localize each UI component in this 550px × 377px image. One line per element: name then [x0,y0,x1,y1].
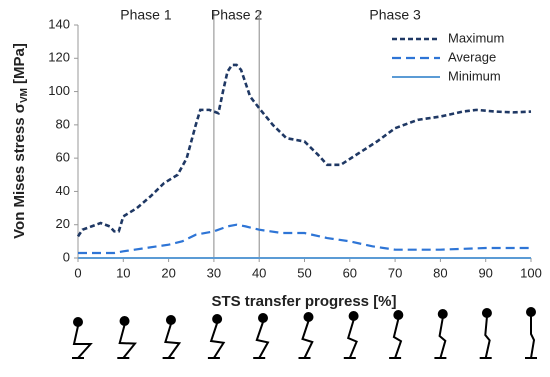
stick-head [258,313,269,323]
stick-body [72,325,93,359]
series-line [78,223,531,255]
legend-label: Minimum [448,68,501,83]
stick-body [255,321,270,359]
x-tick-label: 70 [388,265,402,280]
stick-head [73,317,83,327]
x-tick-label: 20 [161,265,175,280]
x-tick-label: 90 [478,265,492,280]
y-tick-label: 120 [48,50,70,65]
stick-body [530,316,536,359]
y-label-text: Von Mises stress σ [11,103,28,239]
x-tick-label: 10 [116,265,130,280]
stick-body [346,319,358,359]
stick-head [165,315,176,325]
x-tick-label: 60 [343,265,357,280]
stick-head [119,316,130,326]
y-tick-label: 60 [56,150,70,165]
x-tick-label: 80 [433,265,447,280]
stick-body [301,320,314,359]
stick-body [164,323,182,359]
stick-head [212,314,223,324]
stick-body [438,317,447,359]
x-tick-label: 0 [74,265,81,280]
stick-head [526,307,536,317]
y-label-unit: [MPa] [11,43,28,84]
stick-body [118,324,137,359]
phase-label: Phase 2 [211,7,263,23]
legend-label: Average [448,49,496,64]
x-tick-label: 30 [207,265,221,280]
x-tick-label: 100 [520,265,542,280]
stick-head [303,312,314,322]
x-tick-label: 40 [252,265,266,280]
y-tick-label: 0 [63,249,70,264]
y-tick-label: 140 [48,16,70,31]
x-axis-label: STS transfer progress [%] [211,293,396,310]
y-tick-label: 100 [48,83,70,98]
stick-head [348,311,359,321]
stick-figures [72,307,537,359]
phase-label: Phase 3 [369,7,421,23]
stick-body [209,322,226,359]
x-tick-label: 50 [297,265,311,280]
stick-body [484,316,491,359]
y-axis-label: Von Mises stress σVM [MPa] [11,43,30,239]
stick-head [481,308,492,318]
stick-body [392,318,403,359]
series-line [76,63,532,238]
legend-label: Maximum [448,30,504,45]
phase-label: Phase 1 [120,7,172,23]
y-tick-label: 20 [56,216,70,231]
y-tick-label: 40 [56,183,70,198]
stick-head [393,310,404,320]
y-label-subscript: VM [19,88,30,103]
y-tick-label: 80 [56,116,70,131]
stick-head [437,309,448,319]
